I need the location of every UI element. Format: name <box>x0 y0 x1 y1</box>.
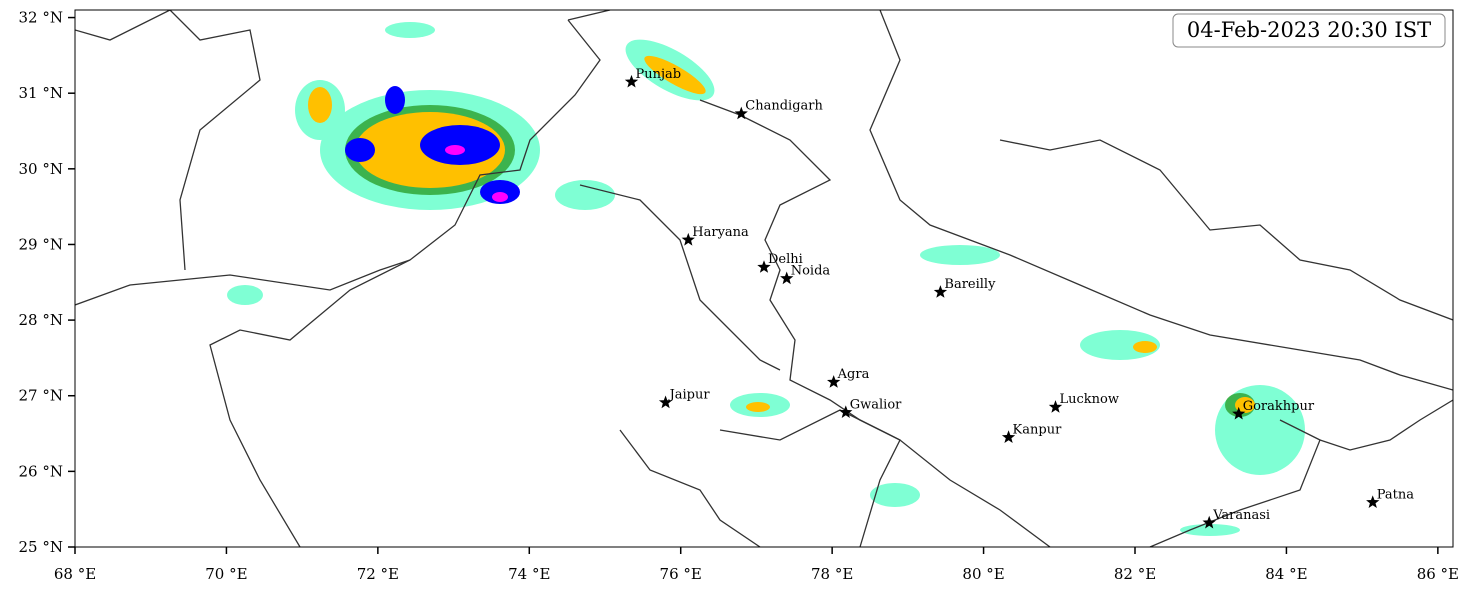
rainfall <box>227 22 1305 536</box>
city-label: Patna <box>1377 487 1415 502</box>
city-label: Agra <box>837 367 870 382</box>
city-label: Bareilly <box>944 277 996 292</box>
city-label: Haryana <box>692 225 749 240</box>
y-tick-label: 28 °N <box>19 311 63 329</box>
x-tick-label: 78 °E <box>811 565 853 583</box>
city-marker <box>658 395 673 409</box>
city-label: Varanasi <box>1212 508 1270 523</box>
x-tick-label: 76 °E <box>660 565 702 583</box>
city-label: Gorakhpur <box>1243 399 1315 414</box>
y-tick-label: 25 °N <box>19 538 63 556</box>
x-tick-label: 80 °E <box>962 565 1004 583</box>
y-tick-label: 30 °N <box>19 160 63 178</box>
x-tick-label: 70 °E <box>205 565 247 583</box>
city-label: Chandigarh <box>745 99 823 114</box>
city-marker <box>827 375 841 388</box>
y-tick-label: 32 °N <box>19 9 63 27</box>
y-tick-label: 31 °N <box>19 84 63 102</box>
city-label: Gwalior <box>850 397 902 412</box>
city-marker <box>1001 430 1016 443</box>
city-marker <box>757 260 771 273</box>
x-tick-label: 82 °E <box>1114 565 1156 583</box>
y-tick-label: 26 °N <box>19 462 63 480</box>
city-label: Kanpur <box>1013 422 1063 437</box>
city-marker <box>1366 495 1380 508</box>
city-label: Punjab <box>636 67 682 82</box>
x-tick-label: 86 °E <box>1417 565 1459 583</box>
timestamp: 04-Feb-2023 20:30 IST <box>1187 18 1431 42</box>
city-marker <box>624 74 639 88</box>
timestamp-box <box>1172 13 1446 48</box>
y-tick-label: 29 °N <box>19 235 63 253</box>
city-label: Jaipur <box>668 388 711 403</box>
city-marker <box>839 405 853 418</box>
city-marker <box>933 285 948 298</box>
frame <box>74 9 1454 548</box>
city-marker <box>1232 406 1246 420</box>
city-marker <box>734 106 748 120</box>
city-label: Noida <box>791 264 831 279</box>
city-marker <box>1048 400 1063 413</box>
x-tick-label: 84 °E <box>1265 565 1307 583</box>
city-marker <box>681 232 695 246</box>
city-marker <box>780 271 794 285</box>
x-tick-label: 72 °E <box>357 565 399 583</box>
x-tick-label: 74 °E <box>508 565 550 583</box>
x-tick-label: 68 °E <box>54 565 96 583</box>
city-marker <box>1202 515 1216 529</box>
borders <box>75 10 1453 547</box>
city-label: Delhi <box>768 252 803 267</box>
y-tick-label: 27 °N <box>19 387 63 405</box>
city-label: Lucknow <box>1060 392 1120 407</box>
